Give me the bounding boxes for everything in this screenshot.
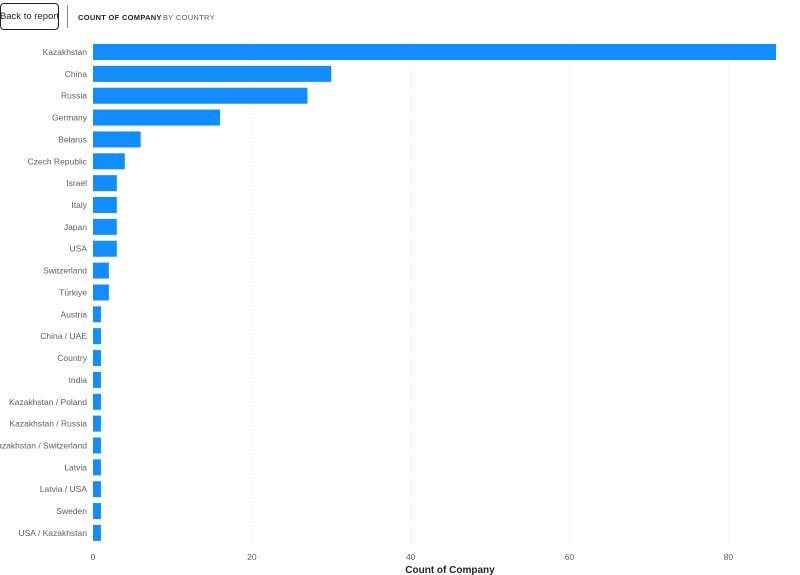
category-label: China / UAE [40, 331, 87, 341]
category-label: Switzerland [43, 266, 87, 276]
bar[interactable] [93, 481, 101, 498]
back-to-report-button[interactable]: Back to report [0, 3, 59, 30]
bar[interactable] [93, 415, 101, 432]
bar[interactable] [93, 524, 101, 541]
category-label: Kazakhstan / Poland [9, 397, 87, 407]
bar[interactable] [93, 437, 101, 454]
x-tick-label: 20 [247, 552, 257, 562]
bar[interactable] [93, 503, 101, 520]
bar[interactable] [93, 350, 101, 367]
category-label: Kazakhstan [43, 47, 88, 57]
bar-chart: Kazakhstan China Russia Germany Belarus Czech… [0, 42, 776, 575]
bar[interactable] [93, 284, 109, 301]
category-label: Czech Republic [27, 156, 87, 166]
category-label: Belarus [58, 134, 87, 144]
category-label: Country [57, 353, 88, 363]
category-label: Türkiye [59, 287, 87, 297]
x-axis-title: Count of Company [405, 565, 495, 575]
breadcrumb-dimension[interactable]: BY COUNTRY [163, 13, 215, 22]
x-tick-label: 0 [91, 552, 96, 562]
bar[interactable] [93, 44, 776, 60]
category-label: Latvia [64, 462, 87, 472]
bar[interactable] [93, 65, 332, 82]
bar[interactable] [93, 87, 308, 104]
category-label: Germany [52, 113, 88, 123]
category-label: USA [70, 244, 88, 254]
category-label: Japan [64, 222, 87, 232]
category-label: Italy [71, 200, 87, 210]
bar[interactable] [93, 109, 221, 126]
bar[interactable] [93, 393, 101, 410]
bar[interactable] [93, 459, 101, 476]
category-label: Russia [61, 91, 87, 101]
category-label: Kazakhstan / Russia [10, 419, 88, 429]
bar[interactable] [93, 175, 117, 192]
bar[interactable] [93, 131, 141, 148]
x-tick-label: 40 [406, 552, 416, 562]
bar[interactable] [93, 371, 101, 388]
category-label: Kazakhstan / Switzerland [0, 440, 87, 450]
category-label: Latvia / USA [40, 484, 88, 494]
category-label: Sweden [56, 506, 87, 516]
category-label: China [65, 69, 87, 79]
drill-header: Back to report COUNT OF COMPANY BY COUNT… [0, 0, 800, 34]
x-tick-label: 80 [724, 552, 734, 562]
x-tick-label: 60 [565, 552, 575, 562]
breadcrumb-measure[interactable]: COUNT OF COMPANY [78, 13, 162, 22]
bar[interactable] [93, 218, 117, 235]
category-label: USA / Kazakhstan [18, 528, 87, 538]
category-label: Austria [61, 309, 88, 319]
category-label: India [69, 375, 88, 385]
header-divider [67, 5, 68, 28]
bar[interactable] [93, 262, 109, 279]
bar[interactable] [93, 240, 117, 257]
bar[interactable] [93, 328, 101, 345]
category-label: Israel [66, 178, 87, 188]
bar[interactable] [93, 197, 117, 214]
bar[interactable] [93, 153, 125, 170]
bar[interactable] [93, 306, 101, 323]
